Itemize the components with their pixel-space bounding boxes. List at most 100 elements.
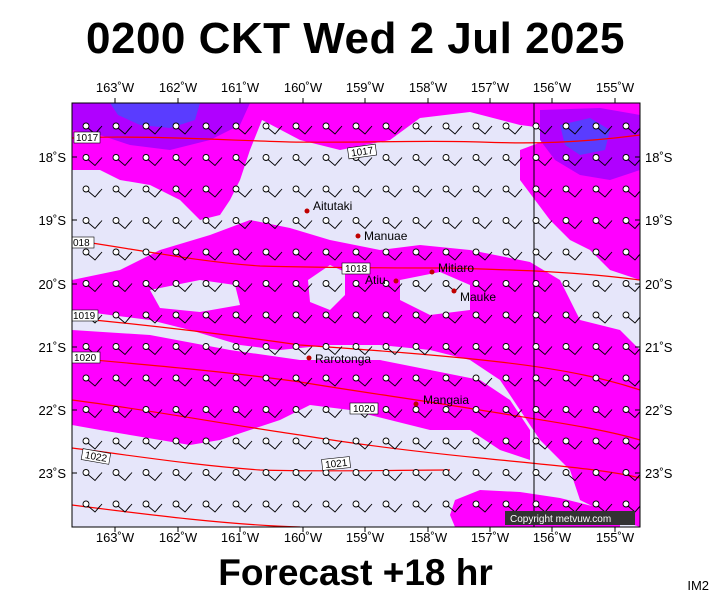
lon-tick-label: 155˚W — [596, 530, 635, 545]
wind-barb — [622, 217, 640, 230]
wind-barb — [202, 374, 223, 387]
wind-barb — [322, 343, 343, 356]
wind-barb — [352, 280, 373, 293]
wind-barb — [352, 122, 373, 135]
wind-barb — [442, 406, 463, 419]
wind-barb — [382, 217, 403, 230]
wind-barb — [292, 217, 313, 230]
wind-barb — [82, 280, 103, 293]
wind-barb — [502, 185, 523, 198]
wind-barb — [502, 280, 523, 293]
wind-barb — [562, 469, 583, 482]
lon-tick-label: 159˚W — [346, 80, 385, 95]
wind-barb — [142, 185, 163, 198]
wind-barb — [172, 185, 193, 198]
wind-barb — [202, 311, 223, 324]
wind-barb — [322, 406, 343, 419]
wind-barb — [232, 154, 253, 167]
wind-barb — [262, 217, 283, 230]
wind-barb — [352, 343, 373, 356]
wind-barb — [412, 469, 433, 482]
lon-tick-label: 162˚W — [159, 530, 198, 545]
wind-barb — [172, 311, 193, 324]
wind-barb — [172, 122, 193, 135]
wind-barb — [352, 217, 373, 230]
wind-barb — [262, 343, 283, 356]
wind-barb — [292, 122, 313, 135]
wind-barb — [322, 374, 343, 387]
wind-barb — [562, 154, 583, 167]
wind-barb — [472, 437, 493, 450]
lon-tick-label: 156˚W — [533, 80, 572, 95]
wind-barb — [532, 311, 553, 324]
wind-barb — [142, 311, 163, 324]
wind-barb — [172, 437, 193, 450]
wind-barb — [472, 122, 493, 135]
wind-barb — [382, 185, 403, 198]
place-label-rarotonga: Rarotonga — [315, 352, 371, 366]
wind-barb — [412, 280, 433, 293]
wind-barb — [202, 154, 223, 167]
wind-barb — [202, 248, 223, 261]
isobar-labels: 1017 1017 018 1018 1019 1020 1020 1021 1… — [71, 131, 379, 471]
wind-barb — [232, 217, 253, 230]
wind-barb — [502, 406, 523, 419]
wind-barb — [142, 122, 163, 135]
wind-barb — [112, 374, 133, 387]
wind-barb — [322, 248, 343, 261]
wind-barb — [502, 154, 523, 167]
wind-barb — [472, 343, 493, 356]
wind-barb — [532, 469, 553, 482]
wind-barb — [592, 217, 613, 230]
wind-barb — [352, 500, 373, 513]
wind-barb — [172, 500, 193, 513]
lat-tick-label: 19˚S — [39, 213, 67, 228]
place-dot — [355, 233, 361, 239]
wind-barb — [502, 311, 523, 324]
isobar-label: 1022 — [84, 450, 108, 465]
wind-barb — [262, 469, 283, 482]
wind-barb — [82, 122, 103, 135]
wind-barb — [622, 374, 640, 387]
wind-barb — [412, 248, 433, 261]
clear-hole-1 — [308, 265, 345, 310]
place-dot — [304, 208, 310, 214]
lon-tick-label: 160˚W — [284, 530, 323, 545]
wind-barb — [562, 280, 583, 293]
wind-barb — [232, 248, 253, 261]
wind-barb — [562, 122, 583, 135]
wind-barb — [112, 248, 133, 261]
wind-barb — [142, 217, 163, 230]
wind-barb — [412, 154, 433, 167]
wind-barb — [262, 154, 283, 167]
wind-barb — [442, 217, 463, 230]
wind-barb — [442, 469, 463, 482]
wind-barb — [442, 248, 463, 261]
wind-barb — [442, 185, 463, 198]
wind-barb — [292, 248, 313, 261]
lat-tick-label: 20˚S — [39, 277, 67, 292]
wind-barb — [442, 154, 463, 167]
wind-barb — [172, 217, 193, 230]
wind-barb — [622, 437, 640, 450]
wind-barb — [532, 154, 553, 167]
wind-barb — [382, 122, 403, 135]
wind-barb — [352, 248, 373, 261]
wind-barb — [232, 311, 253, 324]
wind-barb — [442, 280, 463, 293]
wind-barb — [232, 500, 253, 513]
wind-barb — [202, 185, 223, 198]
image-code: IM2 — [687, 578, 709, 593]
wind-barb — [322, 280, 343, 293]
wind-barb — [322, 217, 343, 230]
wind-barb — [502, 248, 523, 261]
wind-barb — [502, 122, 523, 135]
very-heavy-rain-northwest — [110, 103, 200, 128]
wind-barb — [292, 343, 313, 356]
place-dot — [451, 288, 457, 294]
wind-barb — [112, 311, 133, 324]
wind-barb — [592, 280, 613, 293]
wind-barb — [262, 185, 283, 198]
wind-barb — [142, 469, 163, 482]
lon-tick-label: 158˚W — [409, 80, 448, 95]
